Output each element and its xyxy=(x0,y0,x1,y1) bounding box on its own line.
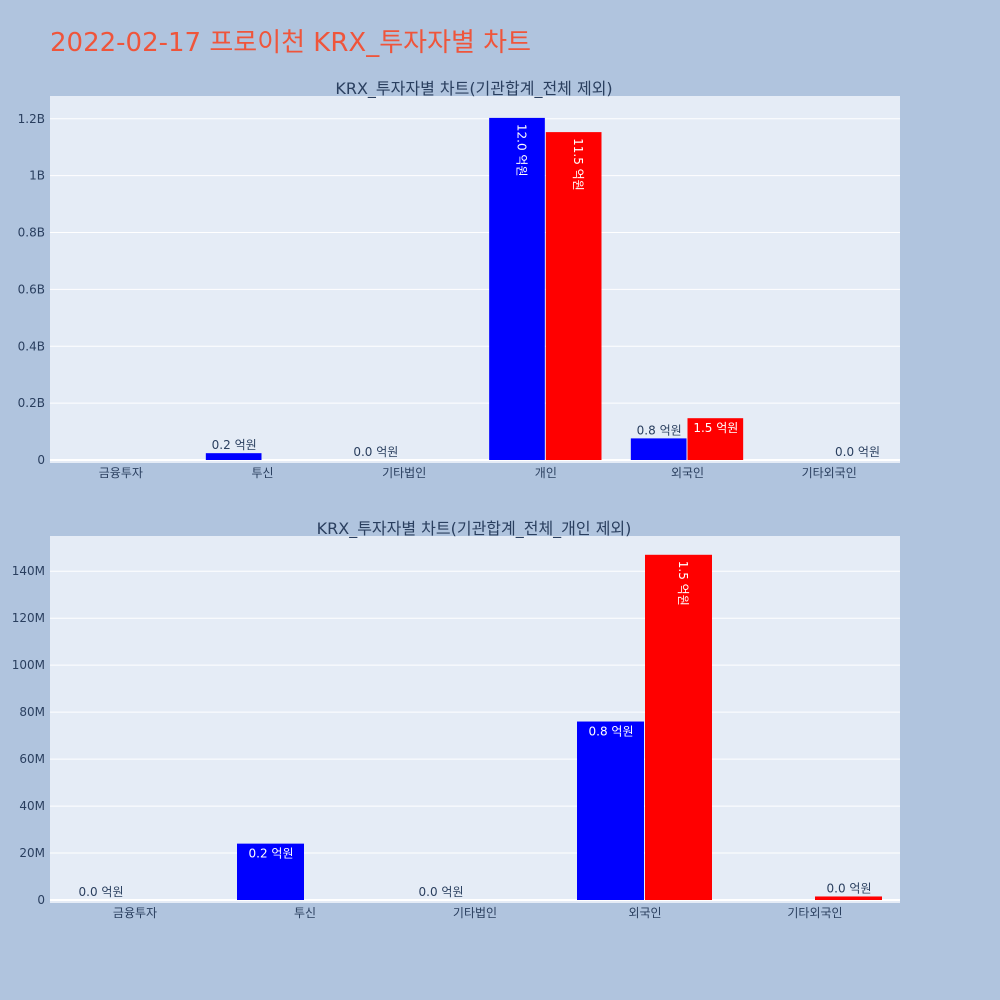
bar xyxy=(687,418,744,460)
x-tick-label: 개인 xyxy=(535,466,557,480)
bar-label: 1.5 억원 xyxy=(676,561,690,606)
y-tick-label: 0.2B xyxy=(18,396,45,410)
bar-label: 0.0 억원 xyxy=(79,885,124,899)
x-tick-label: 금융투자 xyxy=(113,906,157,920)
y-tick-label: 60M xyxy=(19,752,45,766)
bar xyxy=(645,554,712,900)
bar-label: 0.0 억원 xyxy=(353,445,398,459)
bar-label: 0.2 억원 xyxy=(249,847,294,861)
y-tick-label: 80M xyxy=(19,705,45,719)
y-tick-label: 40M xyxy=(19,799,45,813)
x-tick-label: 기타외국인 xyxy=(802,466,857,480)
bar xyxy=(205,453,262,460)
y-tick-label: 140M xyxy=(12,564,45,578)
bar xyxy=(577,721,644,900)
y-tick-label: 0.6B xyxy=(18,282,45,296)
x-tick-label: 투신 xyxy=(294,906,316,920)
page-title: 2022-02-17 프로이천 KRX_투자자별 차트 xyxy=(50,28,532,58)
y-tick-label: 120M xyxy=(12,611,45,625)
x-tick-label: 외국인 xyxy=(628,906,661,920)
x-tick-label: 외국인 xyxy=(671,466,704,480)
bar xyxy=(815,896,882,900)
x-tick-label: 기타외국인 xyxy=(787,906,842,920)
bar-label: 0.2 억원 xyxy=(212,438,257,452)
chart-top: 0 0.2B 0.4B 0.6B 0.8B 1B 1.2B KRX_투자자별 차트(기관합계_… xyxy=(18,79,900,480)
y-tick-label: 1B xyxy=(29,169,45,183)
x-tick-label: 투신 xyxy=(251,466,273,480)
bar xyxy=(489,117,545,460)
y-tick-label: 100M xyxy=(12,658,45,672)
bar xyxy=(630,438,687,460)
bar-label: 12.0 억원 xyxy=(515,124,529,177)
y-tick-label: 0.4B xyxy=(18,339,45,353)
chart-title: KRX_투자자별 차트(기관합계_전체 제외) xyxy=(335,79,612,99)
y-tick-label: 20M xyxy=(19,846,45,860)
x-tick-label: 금융투자 xyxy=(99,466,143,480)
bar-label: 1.5 억원 xyxy=(693,421,738,435)
x-tick-label: 기타법인 xyxy=(382,466,426,480)
bar-label: 0.8 억원 xyxy=(589,725,634,739)
y-tick-label: 1.2B xyxy=(18,112,45,126)
bar-label: 0.0 억원 xyxy=(835,445,880,459)
x-tick-label: 기타법인 xyxy=(453,906,497,920)
plot-area xyxy=(50,536,900,903)
chart-title: KRX_투자자별 차트(기관합계_전체_개인 제외) xyxy=(317,519,632,539)
y-tick-label: 0.8B xyxy=(18,226,45,240)
bar-label: 0.0 억원 xyxy=(827,881,872,895)
y-tick-label: 0 xyxy=(37,893,45,907)
bar xyxy=(237,843,304,900)
plot-area xyxy=(50,96,900,463)
bar-label: 0.8 억원 xyxy=(637,423,682,437)
y-tick-label: 0 xyxy=(37,453,45,467)
bar xyxy=(545,132,602,460)
bar-label: 11.5 억원 xyxy=(571,138,585,191)
bar-label: 0.0 억원 xyxy=(419,885,464,899)
